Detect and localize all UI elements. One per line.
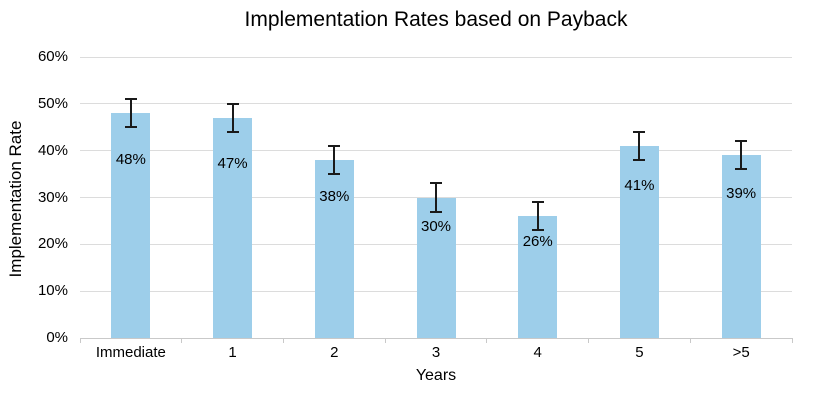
error-bar-cap-top	[735, 140, 748, 143]
x-category-label: 2	[330, 344, 339, 361]
x-category-label: >5	[732, 344, 750, 361]
y-tick-label-0: 0%	[46, 329, 68, 346]
x-tick	[791, 338, 793, 343]
bar-2	[314, 160, 354, 338]
error-bar-line	[231, 103, 234, 132]
y-tick-label-50: 50%	[37, 94, 68, 112]
x-category-label: 4	[533, 344, 542, 361]
x-tick	[689, 338, 691, 343]
error-bar-line	[435, 183, 437, 212]
bar-value-label: 39%	[726, 184, 757, 202]
x-category-label: 3	[431, 344, 441, 361]
bar-value-label: 26%	[522, 232, 553, 250]
error-bar-cap-bottom	[633, 159, 646, 162]
error-bar-cap-top	[328, 144, 341, 147]
y-tick-label-20: 20%	[37, 235, 68, 253]
error-bar-cap-top	[531, 201, 544, 204]
bar-3	[416, 197, 456, 338]
error-bar-line	[740, 141, 743, 170]
error-bar-cap-bottom	[735, 168, 748, 171]
bar-Immediate	[111, 113, 151, 338]
error-bar-line	[638, 131, 641, 161]
x-tick	[282, 338, 284, 343]
y-tick-label-40: 40%	[37, 141, 68, 159]
x-tick	[588, 338, 590, 343]
bar-5	[619, 145, 659, 338]
chart-title: Implementation Rates based on Payback	[244, 8, 628, 31]
x-axis-title: Years	[415, 367, 457, 384]
bar-1	[213, 117, 253, 338]
error-bar-cap-bottom	[226, 130, 239, 133]
error-bar-cap-top	[226, 102, 239, 105]
error-bar-cap-bottom	[124, 126, 137, 129]
x-tick	[384, 338, 386, 343]
bar->5	[721, 155, 761, 338]
x-category-label: 5	[635, 344, 644, 361]
x-axis-line	[80, 337, 792, 339]
bar-value-label: 41%	[624, 177, 655, 195]
x-tick	[181, 338, 183, 343]
error-bar-cap-bottom	[430, 210, 442, 213]
x-category-label: 1	[228, 344, 237, 361]
bar-value-label: 38%	[319, 188, 350, 206]
error-bar-line	[129, 99, 132, 128]
x-tick	[486, 338, 488, 343]
error-bar-cap-top	[430, 182, 442, 185]
gridline-40	[80, 150, 792, 152]
y-tick-label-10: 10%	[37, 282, 68, 300]
bar-value-label: 47%	[217, 155, 248, 173]
error-bar-line	[333, 145, 336, 175]
bar-value-label: 48%	[115, 151, 146, 169]
error-bar-cap-top	[124, 98, 137, 101]
error-bar-cap-top	[633, 130, 646, 133]
x-tick	[79, 338, 81, 343]
error-bar-cap-bottom	[531, 229, 544, 232]
gridline-50	[80, 103, 792, 105]
x-category-label: Immediate	[95, 344, 166, 361]
error-bar-cap-bottom	[328, 173, 341, 176]
gridline-60	[80, 56, 792, 58]
y-tick-label-30: 30%	[37, 188, 68, 206]
bar-4	[518, 216, 558, 338]
bar-value-label: 30%	[420, 218, 452, 235]
error-bar-line	[536, 202, 539, 231]
y-tick-label-60: 60%	[37, 48, 68, 65]
